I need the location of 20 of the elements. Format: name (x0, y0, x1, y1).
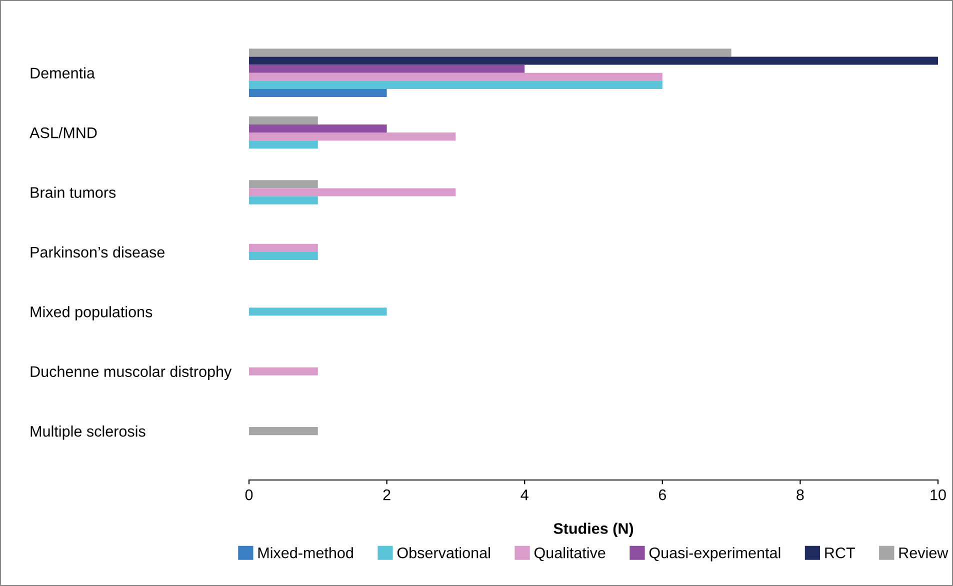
y-tick-label: Parkinson’s disease (30, 246, 164, 258)
x-tick-label: 8 (796, 489, 804, 500)
y-tick-label: Multiple sclerosis (30, 426, 146, 440)
legend-label: Quasi-experimental (649, 547, 780, 562)
legend-label: Mixed-method (258, 547, 353, 558)
legend-label: RCT (825, 547, 855, 558)
x-tick-label: 2 (383, 489, 390, 500)
x-tick-label: 0 (245, 489, 253, 500)
legend-label: Observational (397, 547, 490, 558)
x-axis-title: Studies (N) (554, 522, 634, 537)
x-tick-label: 4 (520, 490, 528, 500)
y-tick-label: ASL/MND (30, 127, 97, 138)
y-tick-label: Duchenne muscolar distrophy (30, 366, 232, 380)
x-tick-label: 6 (658, 489, 666, 500)
y-tick-label: Brain tumors (30, 186, 116, 198)
legend-label: Qualitative (534, 547, 606, 562)
y-tick-label: Dementia (30, 67, 95, 79)
x-tick-label: 10 (930, 489, 946, 500)
legend-label: Review (899, 547, 948, 558)
y-tick-label: Mixed populations (30, 306, 152, 320)
